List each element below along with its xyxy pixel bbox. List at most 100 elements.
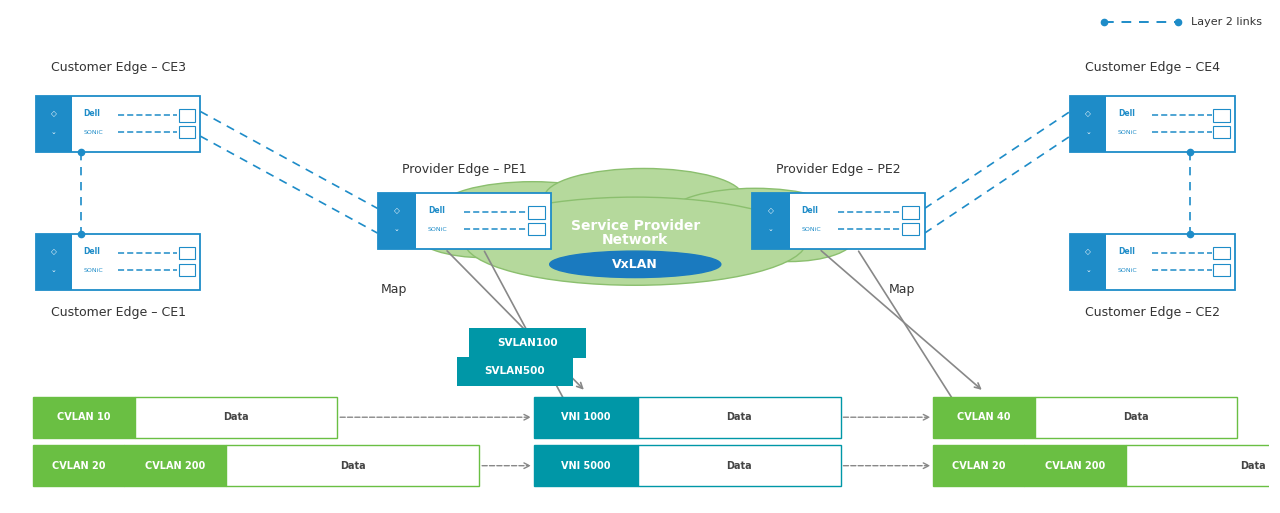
Text: Map: Map [888, 283, 915, 296]
Text: Customer Edge – CE4: Customer Edge – CE4 [1085, 61, 1220, 74]
Ellipse shape [477, 200, 794, 271]
FancyBboxPatch shape [1034, 397, 1238, 438]
FancyBboxPatch shape [1070, 96, 1106, 152]
FancyBboxPatch shape [33, 445, 124, 486]
FancyBboxPatch shape [378, 193, 550, 249]
Text: Customer Edge – CE3: Customer Edge – CE3 [50, 61, 186, 74]
FancyBboxPatch shape [179, 247, 196, 260]
FancyBboxPatch shape [179, 126, 196, 139]
Text: ⌄: ⌄ [1085, 129, 1091, 135]
FancyBboxPatch shape [529, 223, 545, 235]
FancyBboxPatch shape [751, 193, 924, 249]
Text: Dell: Dell [428, 206, 444, 215]
Text: SVLAN100: SVLAN100 [497, 338, 558, 348]
Text: CVLAN 10: CVLAN 10 [58, 412, 110, 422]
Ellipse shape [439, 182, 627, 237]
Text: Provider Edge – PE1: Provider Edge – PE1 [402, 163, 526, 176]
Text: Customer Edge – CE1: Customer Edge – CE1 [50, 306, 186, 319]
FancyBboxPatch shape [225, 445, 479, 486]
FancyBboxPatch shape [1213, 247, 1230, 260]
Text: SONiC: SONiC [1117, 267, 1138, 272]
Text: Data: Data [223, 412, 248, 422]
FancyBboxPatch shape [902, 206, 919, 219]
Text: CVLAN 20: CVLAN 20 [52, 461, 105, 471]
Ellipse shape [724, 215, 854, 262]
Text: ◇: ◇ [1085, 109, 1091, 118]
FancyBboxPatch shape [470, 328, 586, 358]
FancyBboxPatch shape [124, 445, 225, 486]
Text: ◇: ◇ [51, 109, 56, 118]
FancyBboxPatch shape [457, 357, 573, 386]
Text: Data: Data [726, 412, 753, 422]
Text: Map: Map [381, 283, 407, 296]
Text: SONiC: SONiC [801, 227, 822, 232]
FancyBboxPatch shape [1070, 233, 1235, 290]
FancyBboxPatch shape [1213, 264, 1230, 276]
FancyBboxPatch shape [33, 397, 134, 438]
Text: Customer Edge – CE2: Customer Edge – CE2 [1085, 306, 1220, 319]
FancyBboxPatch shape [637, 445, 841, 486]
FancyBboxPatch shape [933, 445, 1024, 486]
Text: Dell: Dell [83, 109, 100, 118]
Text: Data: Data [726, 461, 753, 471]
Text: ⌄: ⌄ [768, 226, 773, 232]
Text: VxLAN: VxLAN [612, 258, 658, 271]
FancyBboxPatch shape [534, 397, 637, 438]
FancyBboxPatch shape [933, 397, 1034, 438]
Text: SVLAN500: SVLAN500 [485, 366, 545, 377]
Text: Dell: Dell [801, 206, 819, 215]
Text: SONiC: SONiC [83, 130, 104, 135]
Text: CVLAN 200: CVLAN 200 [145, 461, 205, 471]
Ellipse shape [416, 211, 553, 258]
Text: Network: Network [602, 233, 668, 247]
Text: Dell: Dell [83, 247, 100, 256]
Ellipse shape [544, 168, 744, 226]
FancyBboxPatch shape [134, 397, 338, 438]
FancyBboxPatch shape [1070, 233, 1106, 290]
FancyBboxPatch shape [179, 109, 196, 122]
Text: ⌄: ⌄ [51, 267, 56, 273]
Text: VNI 5000: VNI 5000 [561, 461, 611, 471]
FancyBboxPatch shape [1126, 445, 1280, 486]
Text: ◇: ◇ [768, 206, 773, 215]
FancyBboxPatch shape [1070, 96, 1235, 152]
Text: ◇: ◇ [394, 206, 399, 215]
Text: Data: Data [1123, 412, 1149, 422]
Text: SONiC: SONiC [428, 227, 448, 232]
Text: ◇: ◇ [1085, 247, 1091, 256]
FancyBboxPatch shape [378, 193, 416, 249]
Text: ◇: ◇ [51, 247, 56, 256]
FancyBboxPatch shape [751, 193, 790, 249]
FancyBboxPatch shape [637, 397, 841, 438]
FancyBboxPatch shape [179, 264, 196, 276]
FancyBboxPatch shape [529, 206, 545, 219]
Text: ⌄: ⌄ [1085, 267, 1091, 273]
FancyBboxPatch shape [902, 223, 919, 235]
FancyBboxPatch shape [36, 96, 72, 152]
FancyBboxPatch shape [36, 96, 201, 152]
Text: CVLAN 200: CVLAN 200 [1044, 461, 1105, 471]
Text: Provider Edge – PE2: Provider Edge – PE2 [776, 163, 900, 176]
FancyBboxPatch shape [36, 233, 72, 290]
Text: SONiC: SONiC [83, 267, 104, 272]
Text: SONiC: SONiC [1117, 130, 1138, 135]
FancyBboxPatch shape [1024, 445, 1126, 486]
Ellipse shape [549, 251, 721, 278]
Text: CVLAN 20: CVLAN 20 [952, 461, 1006, 471]
Text: ⌄: ⌄ [51, 129, 56, 135]
Text: Service Provider: Service Provider [571, 219, 700, 233]
Text: Data: Data [1240, 461, 1266, 471]
Ellipse shape [669, 188, 841, 239]
Text: CVLAN 40: CVLAN 40 [957, 412, 1011, 422]
FancyBboxPatch shape [1213, 109, 1230, 122]
Text: VNI 1000: VNI 1000 [561, 412, 611, 422]
FancyBboxPatch shape [36, 233, 201, 290]
Text: Data: Data [339, 461, 365, 471]
FancyBboxPatch shape [534, 445, 637, 486]
Text: Dell: Dell [1117, 247, 1135, 256]
Text: Dell: Dell [1117, 109, 1135, 118]
FancyBboxPatch shape [1213, 126, 1230, 139]
Ellipse shape [465, 197, 806, 285]
Text: Layer 2 links: Layer 2 links [1190, 17, 1262, 27]
Text: ⌄: ⌄ [394, 226, 399, 232]
